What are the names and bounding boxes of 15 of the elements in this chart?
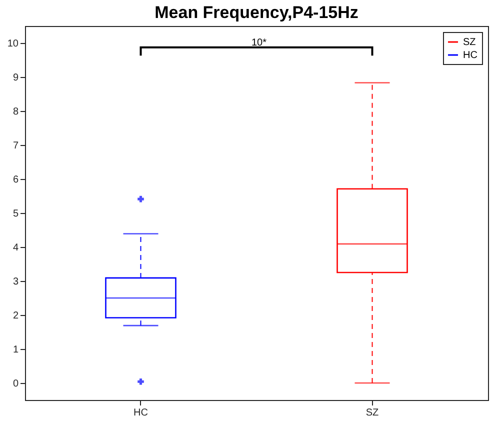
- y-tick-label: 3: [12, 276, 19, 288]
- y-tick-label: 9: [12, 72, 19, 84]
- y-tick-label: 4: [12, 242, 19, 254]
- y-tick-label: 7: [12, 140, 19, 152]
- y-tick-label: 6: [12, 174, 19, 186]
- legend-label: SZ: [463, 37, 476, 48]
- y-tick-label: 1: [12, 344, 19, 356]
- annotation: 10*: [251, 37, 267, 48]
- legend-label: HC: [463, 50, 478, 61]
- y-tick-label: 2: [12, 310, 19, 322]
- y-tick-label: 10: [7, 38, 19, 50]
- y-tick-label: 5: [12, 208, 19, 220]
- y-tick-label: 8: [12, 106, 19, 118]
- chart-title: Mean Frequency,P4-15Hz: [154, 3, 358, 22]
- y-tick-label: 0: [12, 378, 19, 390]
